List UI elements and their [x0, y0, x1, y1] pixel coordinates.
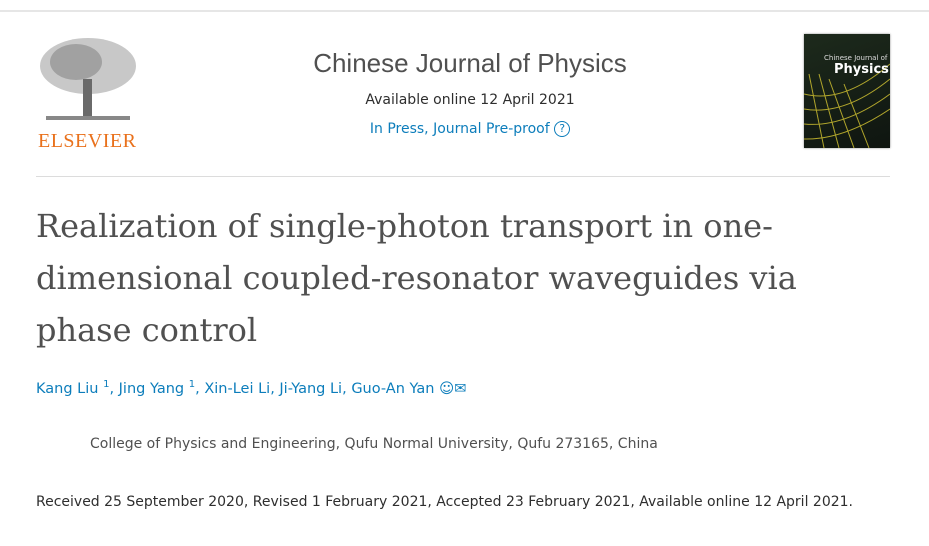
elsevier-wordmark: ELSEVIER: [38, 130, 137, 152]
article-title: Realization of single-photon transport i…: [36, 207, 797, 349]
top-divider: [0, 10, 929, 12]
author-affiliation-mark[interactable]: 1: [188, 379, 196, 390]
author-link[interactable]: Kang Liu: [36, 380, 99, 397]
author-link[interactable]: Ji-Yang Li: [279, 380, 343, 397]
author-link[interactable]: Xin-Lei Li: [204, 380, 271, 397]
cover-title: Chinese Journal of: [824, 54, 888, 62]
elsevier-logo[interactable]: ELSEVIER: [36, 34, 140, 152]
person-icon[interactable]: ☺: [439, 380, 455, 397]
author-list: Kang Liu 1, Jing Yang 1, Xin-Lei Li, Ji-…: [36, 379, 467, 397]
tree-logo-icon: [40, 38, 136, 120]
article-dates: Received 25 September 2020, Revised 1 Fe…: [36, 494, 853, 510]
author-link[interactable]: Jing Yang: [118, 380, 185, 397]
author-link[interactable]: Guo-An Yan: [351, 380, 435, 397]
header-divider: [36, 176, 890, 177]
question-circle-icon[interactable]: ?: [554, 121, 571, 137]
cover-grid-icon: [804, 63, 890, 148]
envelope-icon[interactable]: ✉: [454, 380, 467, 397]
journal-title[interactable]: Chinese Journal of Physics: [313, 48, 627, 78]
status-link[interactable]: In Press, Journal Pre-proof: [369, 121, 550, 137]
available-online: Available online 12 April 2021: [365, 92, 575, 108]
author-affiliation-mark[interactable]: 1: [103, 379, 110, 390]
cover-word: Physics: [834, 62, 889, 77]
journal-status: In Press, Journal Pre-proof ?: [250, 121, 690, 137]
journal-cover[interactable]: Chinese Journal of Physics: [804, 34, 890, 148]
affiliation: College of Physics and Engineering, Qufu…: [90, 436, 658, 452]
